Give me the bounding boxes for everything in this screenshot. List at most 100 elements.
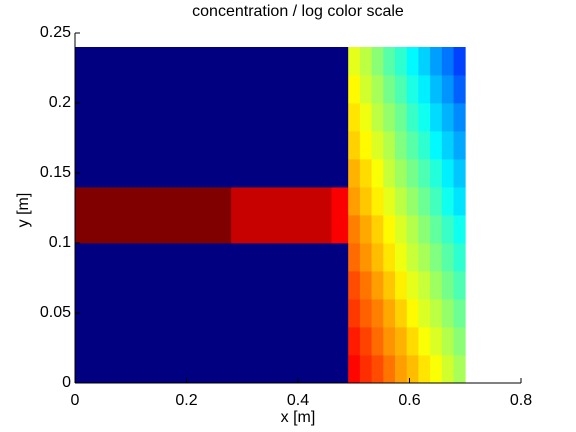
heatmap-cell bbox=[331, 355, 349, 384]
heatmap-cell bbox=[348, 327, 361, 356]
heatmap-cell bbox=[441, 299, 454, 328]
heatmap-cell bbox=[395, 75, 408, 104]
heatmap-cell bbox=[383, 131, 396, 160]
heatmap-cell bbox=[371, 299, 384, 328]
heatmap-cell bbox=[383, 187, 396, 216]
heatmap-cell bbox=[231, 131, 332, 160]
heatmap-cell bbox=[383, 355, 396, 384]
heatmap-cell bbox=[430, 215, 443, 244]
heatmap-cell bbox=[430, 187, 443, 216]
x-tick-label: 0.2 bbox=[175, 392, 197, 409]
heatmap-cell bbox=[441, 159, 454, 188]
heatmap-cell bbox=[418, 187, 431, 216]
y-tick-label: 0.1 bbox=[49, 234, 71, 251]
heatmap-cell bbox=[395, 299, 408, 328]
heatmap-cell bbox=[453, 131, 466, 160]
heatmap-cell bbox=[453, 75, 466, 104]
heatmap-cell bbox=[430, 243, 443, 272]
heatmap-cell bbox=[406, 159, 419, 188]
heatmap-cell bbox=[359, 271, 372, 300]
heatmap-cell bbox=[406, 243, 419, 272]
heatmap-cell bbox=[359, 187, 372, 216]
heatmap-cell bbox=[359, 47, 372, 76]
heatmap-cell bbox=[231, 187, 332, 216]
y-tick-label: 0 bbox=[62, 374, 71, 391]
heatmap-cell bbox=[348, 243, 361, 272]
heatmap-cell bbox=[383, 243, 396, 272]
heatmap-cell bbox=[383, 271, 396, 300]
heatmap-cell bbox=[395, 47, 408, 76]
heatmap-cell bbox=[430, 355, 443, 384]
heatmap-cell bbox=[371, 215, 384, 244]
heatmap-cell bbox=[75, 215, 232, 244]
heatmap-cell bbox=[348, 355, 361, 384]
heatmap-cell bbox=[418, 47, 431, 76]
heatmap-cell bbox=[359, 215, 372, 244]
heatmap-cell bbox=[395, 215, 408, 244]
y-tick-label: 0.2 bbox=[49, 94, 71, 111]
heatmap-cell bbox=[75, 187, 232, 216]
heatmap-cell bbox=[348, 187, 361, 216]
heatmap-cell bbox=[331, 47, 349, 76]
heatmap-cell bbox=[395, 271, 408, 300]
heatmap-cell bbox=[75, 299, 232, 328]
x-tick-label: 0 bbox=[71, 392, 80, 409]
heatmap-cell bbox=[231, 215, 332, 244]
heatmap-cell bbox=[430, 47, 443, 76]
heatmap-cell bbox=[430, 159, 443, 188]
heatmap-cell bbox=[331, 243, 349, 272]
heatmap-cell bbox=[383, 327, 396, 356]
heatmap-cell bbox=[441, 271, 454, 300]
x-tick-label: 0.4 bbox=[287, 392, 309, 409]
heatmap-cell bbox=[395, 103, 408, 132]
heatmap-cell bbox=[418, 299, 431, 328]
heatmap-cell bbox=[383, 215, 396, 244]
heatmap-cell bbox=[331, 327, 349, 356]
heatmap-cell bbox=[453, 103, 466, 132]
heatmap-cell bbox=[331, 187, 349, 216]
heatmap-cell bbox=[453, 271, 466, 300]
heatmap-cell bbox=[75, 159, 232, 188]
heatmap-cell bbox=[371, 243, 384, 272]
y-tick-label: 0.25 bbox=[40, 24, 71, 41]
heatmap-cell bbox=[348, 271, 361, 300]
heatmap-cell bbox=[231, 299, 332, 328]
heatmap-cell bbox=[359, 75, 372, 104]
heatmap-cell bbox=[418, 271, 431, 300]
heatmap-cell bbox=[331, 103, 349, 132]
heatmap-cell bbox=[430, 299, 443, 328]
heatmap-cell bbox=[441, 215, 454, 244]
heatmap-cell bbox=[359, 327, 372, 356]
heatmap-cell bbox=[453, 299, 466, 328]
heatmap-cell bbox=[231, 75, 332, 104]
heatmap-cell bbox=[75, 47, 232, 76]
heatmap-cell bbox=[231, 159, 332, 188]
heatmap-cell bbox=[331, 159, 349, 188]
heatmap-cell bbox=[359, 243, 372, 272]
heatmap-cell bbox=[75, 271, 232, 300]
x-tick-label: 0.6 bbox=[398, 392, 420, 409]
heatmap-cell bbox=[406, 103, 419, 132]
heatmap-cell bbox=[383, 299, 396, 328]
heatmap-cell bbox=[348, 47, 361, 76]
heatmap-cell bbox=[441, 47, 454, 76]
heatmap-cell bbox=[75, 355, 232, 384]
y-axis-label: y [m] bbox=[15, 193, 32, 228]
heatmap-cell bbox=[348, 215, 361, 244]
heatmap-cell bbox=[453, 327, 466, 356]
heatmap-cell bbox=[75, 103, 232, 132]
heatmap-cell bbox=[331, 75, 349, 104]
heatmap-cell bbox=[453, 215, 466, 244]
heatmap-cell bbox=[395, 355, 408, 384]
heatmap-cell bbox=[406, 131, 419, 160]
heatmap-cell bbox=[371, 103, 384, 132]
chart-title: concentration / log color scale bbox=[192, 3, 404, 20]
heatmap-cell bbox=[348, 299, 361, 328]
heatmap-cell bbox=[418, 103, 431, 132]
heatmap-cell bbox=[231, 47, 332, 76]
y-tick-label: 0.05 bbox=[40, 304, 71, 321]
heatmap-cell bbox=[231, 271, 332, 300]
heatmap-cell bbox=[406, 75, 419, 104]
heatmap-cell bbox=[371, 47, 384, 76]
